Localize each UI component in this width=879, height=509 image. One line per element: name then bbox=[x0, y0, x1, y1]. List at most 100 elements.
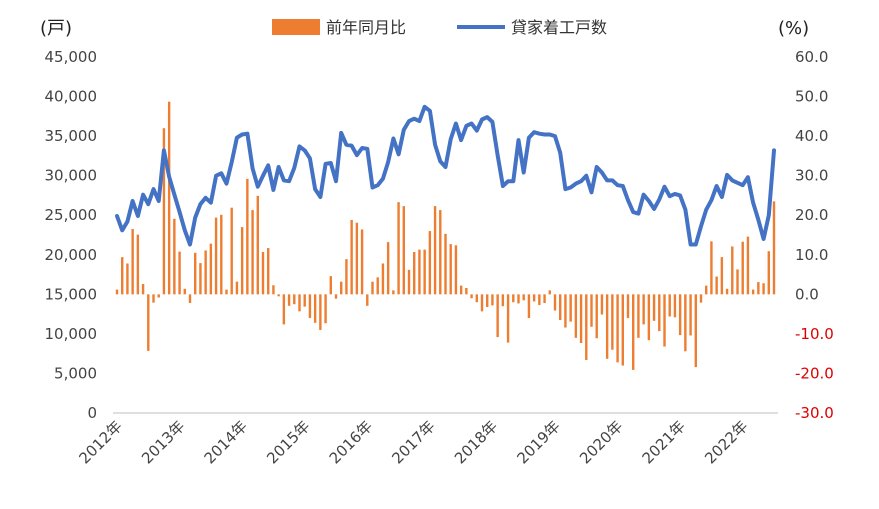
bar bbox=[188, 294, 192, 304]
bar bbox=[574, 294, 578, 338]
bar bbox=[220, 214, 223, 295]
bar bbox=[282, 294, 286, 325]
bar bbox=[746, 236, 750, 295]
bar bbox=[684, 294, 687, 352]
bar bbox=[204, 250, 207, 295]
left-tick-label: 30,000 bbox=[45, 167, 98, 185]
right-axis-ticks: 60.0 50.0 40.0 30.0 20.0 10.0 0.0 -10.0 -20.0 -30… bbox=[795, 48, 834, 422]
left-tick-label: 10,000 bbox=[45, 325, 98, 343]
left-tick-label: 20,000 bbox=[45, 246, 98, 264]
bar bbox=[642, 294, 645, 325]
legend-bar-label: 前年同月比 bbox=[326, 18, 406, 37]
bar bbox=[167, 101, 171, 295]
bar bbox=[324, 294, 327, 324]
bar bbox=[532, 294, 536, 302]
bar bbox=[413, 252, 416, 295]
bar bbox=[611, 294, 614, 350]
bar bbox=[736, 269, 739, 295]
x-tick-label: 2013年 bbox=[138, 417, 188, 467]
bar bbox=[272, 285, 275, 295]
right-tick-label: 0.0 bbox=[795, 285, 819, 303]
left-axis-unit: (戸) bbox=[40, 18, 72, 39]
line-series bbox=[115, 104, 776, 247]
bar bbox=[115, 289, 119, 295]
bar bbox=[214, 217, 218, 295]
bar bbox=[433, 206, 437, 295]
right-tick-label: -20.0 bbox=[795, 364, 834, 382]
bar bbox=[439, 210, 442, 295]
bar bbox=[496, 294, 499, 338]
bar bbox=[355, 222, 359, 295]
bar bbox=[590, 294, 593, 327]
bar bbox=[308, 294, 312, 319]
x-tick-label: 2017年 bbox=[388, 417, 438, 467]
bar bbox=[710, 241, 713, 295]
bar bbox=[386, 242, 390, 295]
legend-bar-swatch bbox=[272, 19, 320, 35]
bar bbox=[298, 294, 301, 312]
bar bbox=[751, 289, 755, 295]
bar bbox=[767, 251, 770, 295]
bar bbox=[126, 263, 129, 295]
bar bbox=[246, 178, 249, 295]
bar bbox=[699, 294, 703, 303]
x-tick-label: 2014年 bbox=[201, 417, 251, 467]
bar bbox=[647, 294, 651, 341]
x-tick-label: 2022年 bbox=[701, 417, 751, 467]
bar bbox=[757, 282, 760, 295]
bar bbox=[235, 281, 239, 295]
bar bbox=[402, 206, 405, 295]
bar bbox=[673, 294, 677, 318]
bar bbox=[720, 257, 724, 295]
bar bbox=[178, 251, 181, 295]
bar bbox=[689, 294, 692, 336]
bar bbox=[131, 229, 134, 295]
bar bbox=[538, 294, 541, 306]
bar bbox=[173, 218, 176, 295]
right-tick-label: -30.0 bbox=[795, 404, 834, 422]
bar bbox=[480, 294, 484, 312]
bar bbox=[418, 249, 421, 295]
bar bbox=[621, 294, 624, 366]
right-tick-label: 50.0 bbox=[795, 88, 828, 106]
line-path bbox=[115, 104, 776, 247]
bar bbox=[564, 294, 567, 328]
bar bbox=[287, 294, 291, 306]
left-axis-ticks: 45,000 40,000 35,000 30,000 25,000 20,000 15,0… bbox=[45, 48, 98, 422]
x-tick-label: 2020年 bbox=[576, 417, 626, 467]
bar bbox=[376, 277, 379, 295]
bar bbox=[553, 294, 557, 311]
bar bbox=[345, 259, 348, 295]
bar bbox=[512, 294, 515, 303]
bar bbox=[694, 294, 697, 368]
bar bbox=[459, 285, 463, 295]
bar bbox=[522, 294, 525, 301]
x-tick-label: 2016年 bbox=[326, 417, 376, 467]
bar bbox=[141, 284, 145, 295]
bar bbox=[293, 294, 296, 305]
x-tick-label: 2019年 bbox=[513, 417, 563, 467]
right-tick-label: 40.0 bbox=[795, 127, 828, 145]
bar bbox=[762, 283, 765, 295]
bar bbox=[678, 294, 682, 336]
bar bbox=[261, 252, 265, 295]
bar bbox=[579, 294, 583, 343]
bar bbox=[319, 294, 322, 330]
bar bbox=[548, 290, 551, 295]
bar bbox=[486, 294, 489, 307]
bar bbox=[658, 294, 661, 332]
right-tick-label: 10.0 bbox=[795, 246, 828, 264]
bar bbox=[350, 219, 353, 295]
bar bbox=[705, 285, 708, 295]
bar bbox=[772, 201, 776, 295]
right-tick-label: 30.0 bbox=[795, 167, 828, 185]
legend-line-label: 貸家着工戸数 bbox=[511, 18, 607, 37]
left-tick-label: 40,000 bbox=[45, 88, 98, 106]
bar bbox=[725, 288, 729, 295]
bar bbox=[527, 294, 531, 319]
bar bbox=[267, 248, 270, 295]
bar bbox=[230, 207, 233, 295]
left-tick-label: 45,000 bbox=[45, 48, 98, 66]
bar bbox=[454, 245, 458, 295]
